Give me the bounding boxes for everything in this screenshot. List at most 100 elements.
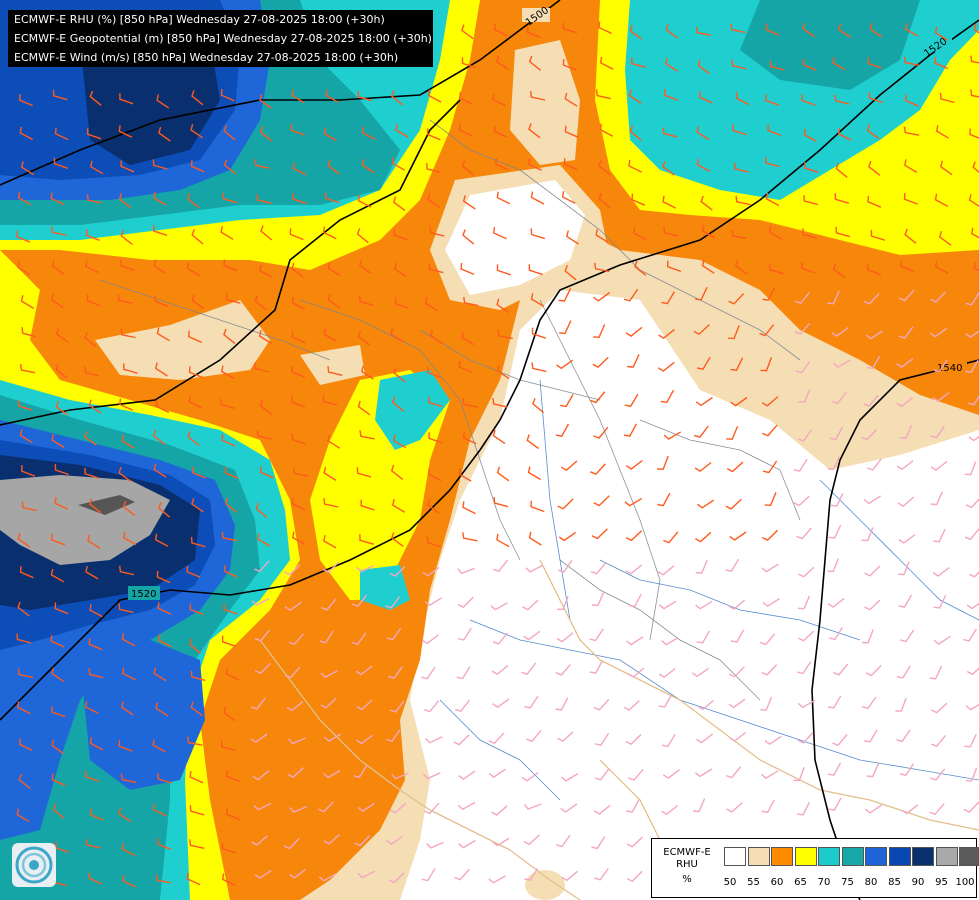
- wind-barb: [864, 565, 881, 577]
- wind-barb: [50, 533, 66, 546]
- wind-barb: [256, 430, 272, 440]
- wind-barb: [153, 225, 168, 236]
- wind-barb: [55, 328, 69, 343]
- wind-barb: [827, 597, 845, 608]
- legend-swatch: [747, 847, 770, 866]
- wind-barb: [802, 228, 817, 239]
- wind-barb: [393, 229, 408, 241]
- wind-barb: [351, 594, 368, 607]
- wind-barb: [767, 124, 782, 137]
- wind-barb: [698, 91, 713, 104]
- wind-barb: [764, 94, 780, 106]
- wind-barb: [85, 565, 99, 580]
- wind-barb: [827, 456, 841, 471]
- wind-barb: [731, 229, 747, 240]
- wind-barb: [391, 157, 406, 171]
- title-geopotential: ECMWF-E Geopotential (m) [850 hPa] Wedne…: [14, 32, 432, 45]
- wind-barb: [427, 89, 442, 103]
- wind-barb: [837, 127, 852, 141]
- wind-barb: [289, 228, 304, 241]
- wind-barb: [54, 127, 69, 141]
- wind-barb: [291, 433, 307, 445]
- wind-barb: [564, 125, 579, 138]
- wind-barb: [664, 89, 679, 102]
- wind-barb: [153, 667, 167, 682]
- wind-barb: [556, 632, 574, 643]
- wind-barb: [725, 766, 742, 779]
- wind-barb: [221, 531, 238, 542]
- wind-barb: [593, 804, 611, 815]
- wind-barb: [795, 361, 811, 374]
- wind-barb: [188, 366, 203, 379]
- wind-barb: [85, 838, 101, 849]
- wind-barb: [595, 229, 609, 243]
- wind-barb: [423, 700, 440, 713]
- wind-barb: [18, 773, 31, 790]
- wind-barb: [760, 696, 773, 711]
- wind-barb: [388, 872, 405, 884]
- wind-barb: [932, 567, 950, 577]
- wind-barb: [558, 288, 572, 302]
- wind-barb: [624, 497, 643, 507]
- wind-barb: [764, 735, 782, 746]
- wind-barb: [493, 226, 507, 240]
- wind-barb: [119, 93, 134, 105]
- wind-barb: [696, 630, 711, 644]
- wind-barb: [251, 598, 270, 606]
- wind-barb: [458, 123, 473, 137]
- wind-barb: [254, 629, 271, 642]
- wind-barb: [658, 328, 675, 340]
- wind-barb: [524, 867, 539, 881]
- wind-barb: [462, 501, 476, 515]
- wind-barb: [562, 59, 577, 71]
- contour-1520-a: [0, 99, 461, 426]
- wind-barb: [590, 562, 607, 575]
- wind-barb: [694, 768, 713, 778]
- wind-barb: [318, 873, 337, 882]
- wind-barb: [900, 260, 915, 272]
- legend-tick: 95: [935, 877, 948, 888]
- wind-barb: [17, 533, 31, 548]
- wind-barb: [972, 161, 979, 174]
- wind-barb: [522, 599, 539, 611]
- wind-barb: [589, 628, 604, 642]
- wind-barb: [323, 127, 337, 142]
- wind-barb: [496, 55, 509, 71]
- wind-barb: [54, 497, 69, 510]
- wind-barb: [492, 429, 506, 445]
- wind-barb: [153, 463, 167, 478]
- wind-barb: [54, 463, 69, 476]
- wind-barb: [696, 126, 710, 141]
- wind-barb: [764, 156, 780, 168]
- wind-barb: [559, 320, 572, 335]
- wind-barb: [530, 293, 545, 307]
- wind-barb: [628, 159, 642, 173]
- wind-barb: [555, 697, 569, 711]
- wind-barb: [188, 638, 201, 654]
- wind-barb: [590, 463, 606, 476]
- wind-barb: [496, 466, 510, 482]
- wind-barb: [21, 501, 37, 512]
- wind-barb: [725, 498, 742, 510]
- wind-barb: [828, 797, 842, 811]
- wind-barb: [794, 322, 811, 335]
- wind-barb: [761, 799, 775, 813]
- wind-barb: [89, 498, 102, 514]
- wind-barb: [731, 59, 747, 70]
- wind-barb: [863, 394, 879, 407]
- wind-barb: [122, 667, 136, 681]
- wind-barb: [158, 634, 172, 648]
- wind-barb: [256, 194, 272, 204]
- wind-barb: [528, 123, 541, 139]
- wind-barb: [963, 801, 979, 813]
- wind-barb: [186, 262, 201, 277]
- wind-barb: [253, 362, 269, 373]
- wind-barb: [120, 259, 135, 271]
- wind-barb: [868, 160, 881, 176]
- wind-barb: [864, 729, 878, 743]
- wind-barb: [861, 696, 877, 710]
- wind-barb: [832, 734, 848, 747]
- wind-barb: [492, 837, 510, 847]
- wind-barb: [85, 260, 99, 274]
- wind-barb: [865, 330, 883, 340]
